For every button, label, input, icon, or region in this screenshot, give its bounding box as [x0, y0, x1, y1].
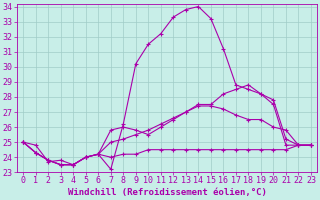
X-axis label: Windchill (Refroidissement éolien,°C): Windchill (Refroidissement éolien,°C): [68, 188, 267, 197]
